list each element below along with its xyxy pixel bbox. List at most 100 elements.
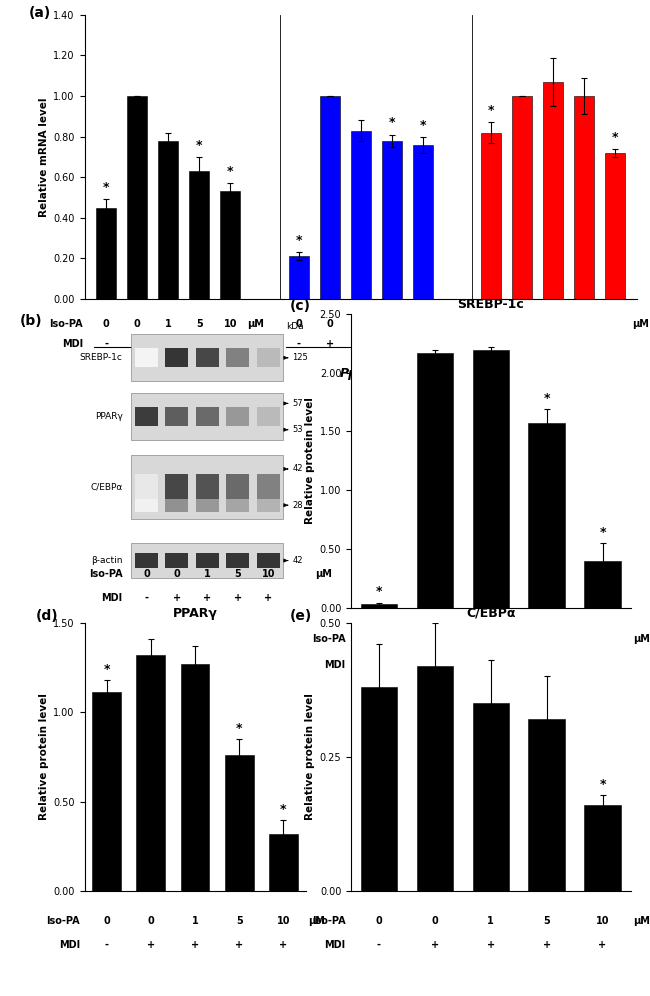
Title: SREBP-1c: SREBP-1c bbox=[458, 298, 524, 311]
Text: *: * bbox=[543, 391, 550, 404]
Text: 42: 42 bbox=[292, 464, 303, 473]
Text: +: + bbox=[280, 940, 287, 950]
Text: 1: 1 bbox=[358, 319, 364, 329]
Bar bbox=[165, 407, 188, 426]
Text: -: - bbox=[489, 339, 493, 349]
Text: (d): (d) bbox=[36, 609, 58, 623]
Text: +: + bbox=[580, 339, 588, 349]
Bar bbox=[196, 499, 219, 512]
Text: 1: 1 bbox=[165, 319, 172, 329]
Text: +: + bbox=[191, 940, 199, 950]
Bar bbox=[574, 96, 594, 299]
Text: +: + bbox=[518, 339, 527, 349]
Text: +: + bbox=[357, 339, 365, 349]
Bar bbox=[226, 499, 250, 512]
Bar bbox=[226, 349, 250, 368]
Text: -: - bbox=[104, 339, 109, 349]
Text: 5: 5 bbox=[389, 319, 395, 329]
Bar bbox=[165, 349, 188, 368]
Text: +: + bbox=[147, 940, 155, 950]
Text: μM: μM bbox=[307, 915, 324, 925]
Text: SREBP-1c: SREBP-1c bbox=[80, 354, 122, 363]
Text: C/ebpa: C/ebpa bbox=[529, 367, 577, 379]
Text: MDI: MDI bbox=[324, 940, 345, 950]
Text: Pparg: Pparg bbox=[340, 367, 382, 379]
Text: β-actin: β-actin bbox=[91, 556, 122, 565]
Text: 5: 5 bbox=[235, 570, 241, 580]
Text: +: + bbox=[543, 660, 551, 670]
Text: (c): (c) bbox=[289, 299, 311, 313]
Text: 5: 5 bbox=[236, 915, 242, 925]
Text: +: + bbox=[431, 660, 439, 670]
Bar bbox=[361, 687, 397, 891]
Y-axis label: Relative protein level: Relative protein level bbox=[39, 693, 49, 821]
Bar bbox=[196, 349, 219, 368]
Bar bbox=[361, 604, 397, 608]
Bar bbox=[189, 171, 209, 299]
Text: +: + bbox=[388, 339, 396, 349]
Text: Srebp-1c: Srebp-1c bbox=[136, 367, 200, 379]
Text: +: + bbox=[133, 339, 141, 349]
Text: *: * bbox=[488, 105, 495, 118]
Text: MDI: MDI bbox=[59, 940, 80, 950]
Bar bbox=[135, 474, 158, 500]
Text: Iso-PA: Iso-PA bbox=[312, 634, 345, 644]
Text: μM: μM bbox=[316, 570, 332, 580]
Bar bbox=[131, 335, 283, 381]
Bar bbox=[165, 474, 188, 500]
Text: 0: 0 bbox=[376, 915, 382, 925]
Text: -: - bbox=[377, 940, 381, 950]
Text: -: - bbox=[377, 660, 381, 670]
Text: 0: 0 bbox=[326, 319, 333, 329]
Bar bbox=[543, 82, 564, 299]
Bar bbox=[135, 407, 158, 426]
Bar bbox=[257, 554, 280, 568]
Text: *: * bbox=[420, 119, 426, 131]
Text: 1: 1 bbox=[488, 634, 494, 644]
Bar bbox=[528, 423, 565, 608]
Bar bbox=[473, 351, 509, 608]
Text: 125: 125 bbox=[292, 354, 308, 363]
Text: 53: 53 bbox=[292, 425, 303, 434]
Bar bbox=[135, 554, 158, 568]
Bar bbox=[257, 349, 280, 368]
Text: μM: μM bbox=[633, 634, 650, 644]
Bar bbox=[417, 665, 453, 891]
Bar bbox=[226, 407, 250, 426]
Text: *: * bbox=[612, 130, 619, 143]
Text: +: + bbox=[264, 593, 272, 603]
Text: +: + bbox=[487, 940, 495, 950]
Text: +: + bbox=[173, 593, 181, 603]
Bar bbox=[225, 755, 254, 891]
Text: -: - bbox=[296, 339, 301, 349]
Bar bbox=[257, 407, 280, 426]
Text: *: * bbox=[227, 165, 233, 178]
Bar bbox=[127, 96, 148, 299]
Text: +: + bbox=[599, 940, 606, 950]
Text: 0: 0 bbox=[432, 915, 438, 925]
Text: 57: 57 bbox=[292, 399, 303, 408]
Text: *: * bbox=[280, 803, 287, 816]
Text: *: * bbox=[103, 662, 110, 676]
Bar bbox=[196, 474, 219, 500]
Text: μM: μM bbox=[632, 319, 649, 329]
Bar bbox=[512, 96, 532, 299]
Text: μM: μM bbox=[248, 319, 265, 329]
Bar bbox=[131, 393, 283, 440]
Bar bbox=[605, 152, 625, 299]
Text: 0: 0 bbox=[519, 319, 526, 329]
Text: Iso-PA: Iso-PA bbox=[49, 319, 83, 329]
Text: 0: 0 bbox=[103, 915, 110, 925]
Text: 10: 10 bbox=[416, 319, 430, 329]
Text: 5: 5 bbox=[581, 319, 588, 329]
Title: PPARγ: PPARγ bbox=[172, 607, 218, 620]
Text: μM: μM bbox=[440, 319, 457, 329]
Text: *: * bbox=[389, 117, 395, 129]
Text: 10: 10 bbox=[261, 570, 275, 580]
Bar bbox=[226, 474, 250, 500]
Bar bbox=[196, 554, 219, 568]
Text: *: * bbox=[236, 722, 242, 735]
Text: 0: 0 bbox=[174, 570, 180, 580]
Text: Iso-PA: Iso-PA bbox=[46, 915, 80, 925]
Bar bbox=[584, 561, 621, 608]
